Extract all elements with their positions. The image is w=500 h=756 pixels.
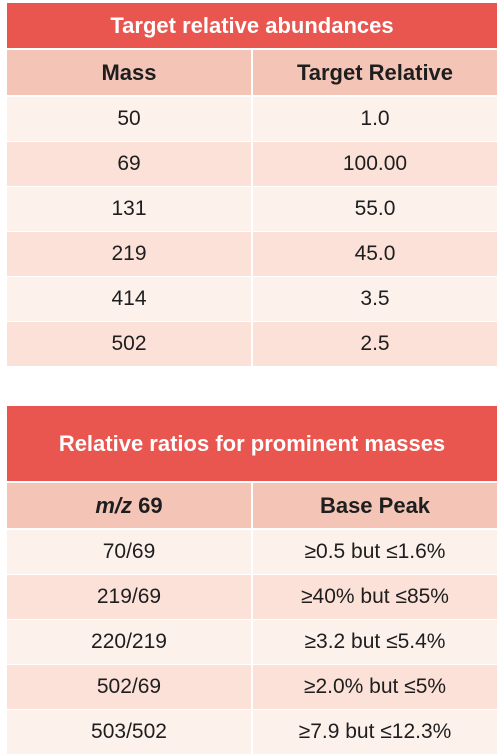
ratio-cell: 220/219 [7,620,253,664]
ratio-cell: 503/502 [7,710,253,754]
mass-cell: 50 [7,97,253,141]
target-relative-cell: 1.0 [360,107,390,130]
table-row: 220/219 ≥3.2 but ≤5.4% [7,620,497,665]
base-peak-range-cell: ≥2.0% but ≤5% [303,675,447,698]
table-title: Target relative abundances [7,3,497,50]
table-row: 50 1.0 [7,97,497,142]
table-row: 70/69 ≥0.5 but ≤1.6% [7,530,497,575]
mass-cell: 219 [7,232,253,276]
base-peak-range-cell: ≥0.5 but ≤1.6% [304,540,446,563]
target-relative-cell: 100.00 [342,152,408,175]
column-header-base-peak: Base Peak [319,492,431,518]
base-peak-range-cell: ≥40% but ≤85% [301,585,449,608]
mz-value: 69 [138,492,163,518]
relative-ratios-table: Relative ratios for prominent masses m/z… [7,406,497,755]
ratio-cell: 502/69 [7,665,253,709]
mass-cell: 69 [7,142,253,186]
column-header-mass: Mass [7,50,253,95]
target-relative-cell: 55.0 [354,197,396,220]
table-title: Relative ratios for prominent masses [7,406,497,483]
table-header-row: m/z 69 Base Peak [7,483,497,530]
column-header-target-relative: Target Relative [296,59,454,85]
table-row: 502 2.5 [7,322,497,367]
ratio-cell: 70/69 [7,530,253,574]
base-peak-range-cell: ≥7.9 but ≤12.3% [298,720,452,743]
target-abundances-table: Target relative abundances Mass Target R… [7,3,497,367]
column-header-mz: m/z 69 [7,483,253,528]
target-relative-cell: 45.0 [354,242,396,265]
table-row: 131 55.0 [7,187,497,232]
mz-label: m/z [95,492,133,518]
table-row: 502/69 ≥2.0% but ≤5% [7,665,497,710]
table-row: 503/502 ≥7.9 but ≤12.3% [7,710,497,755]
mass-cell: 131 [7,187,253,231]
target-relative-cell: 3.5 [360,287,390,310]
table-header-row: Mass Target Relative [7,50,497,97]
ratio-cell: 219/69 [7,575,253,619]
base-peak-range-cell: ≥3.2 but ≤5.4% [304,630,446,653]
table-row: 219 45.0 [7,232,497,277]
table-row: 219/69 ≥40% but ≤85% [7,575,497,620]
table-row: 414 3.5 [7,277,497,322]
target-relative-cell: 2.5 [360,332,390,355]
mass-cell: 414 [7,277,253,321]
mass-cell: 502 [7,322,253,366]
table-row: 69 100.00 [7,142,497,187]
